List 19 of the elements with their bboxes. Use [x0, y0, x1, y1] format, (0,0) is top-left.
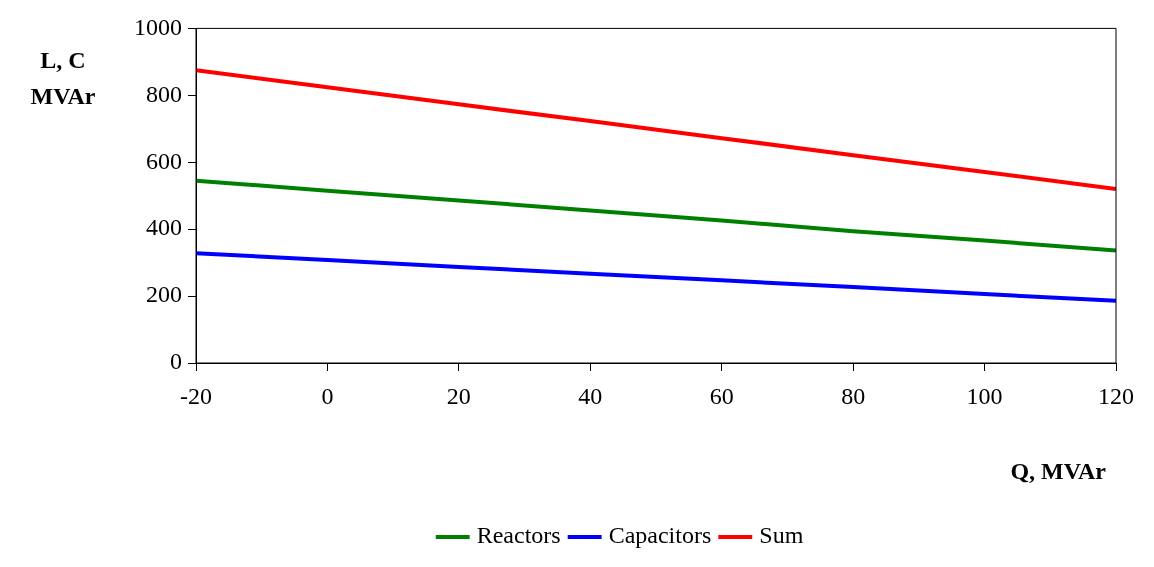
x-tick-label: 60: [709, 382, 734, 409]
y-axis-title: L, C MVAr: [30, 47, 96, 110]
y-tick-label: 0: [170, 348, 182, 375]
legend-label: Capacitors: [608, 522, 712, 549]
x-tick-label: 80: [841, 382, 866, 409]
x-tick-label: 0: [321, 382, 334, 409]
y-tick-label: 200: [146, 281, 182, 308]
y-tick-label: 800: [146, 80, 182, 107]
x-tick-label: 120: [1098, 382, 1134, 409]
y-tick-label: 1000: [134, 13, 182, 40]
y-tick-label: 400: [146, 214, 182, 241]
legend-label: Reactors: [476, 522, 561, 549]
y-tick-label: 600: [146, 147, 182, 174]
x-axis-title: Q, MVAr: [1010, 458, 1107, 485]
x-tick-label: -20: [180, 382, 212, 409]
legend-label: Sum: [759, 522, 804, 549]
x-tick-label: 40: [578, 382, 603, 409]
x-tick-label: 20: [446, 382, 471, 409]
x-tick-label: 100: [966, 382, 1003, 409]
